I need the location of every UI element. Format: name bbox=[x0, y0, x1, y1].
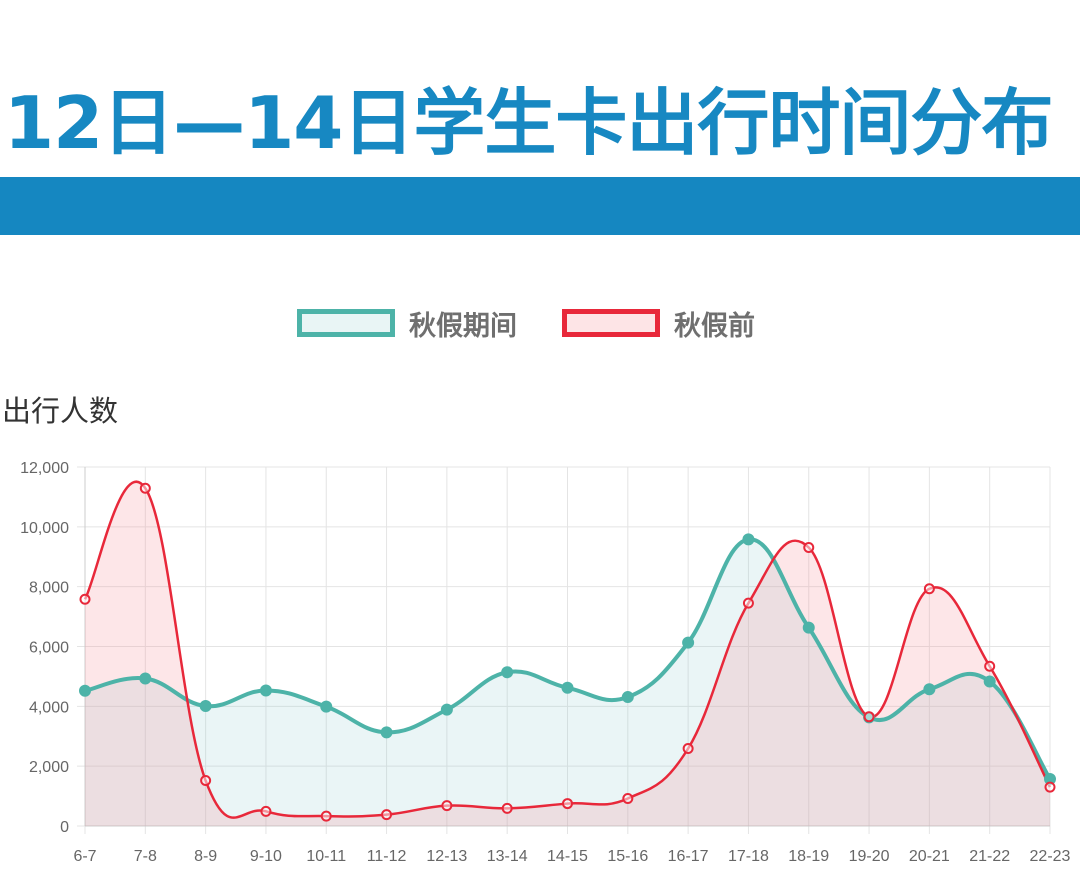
x-tick-label: 8-9 bbox=[194, 848, 217, 865]
data-point-before[interactable] bbox=[441, 800, 453, 812]
legend-item-during[interactable]: 秋假期间 bbox=[297, 302, 517, 344]
data-point-during[interactable] bbox=[621, 691, 634, 704]
data-point-before[interactable] bbox=[139, 482, 151, 494]
header-band bbox=[0, 177, 1080, 235]
data-point-before[interactable] bbox=[320, 810, 332, 822]
data-point-during[interactable] bbox=[501, 666, 514, 679]
x-tick-label: 12-13 bbox=[426, 848, 467, 865]
x-tick-label: 18-19 bbox=[788, 848, 829, 865]
data-point-before[interactable] bbox=[682, 743, 694, 755]
legend-label-before: 秋假前 bbox=[674, 310, 755, 342]
x-tick-label: 7-8 bbox=[134, 848, 157, 865]
x-tick-label: 21-22 bbox=[969, 848, 1010, 865]
data-point-before[interactable] bbox=[562, 798, 573, 810]
area-fill-during bbox=[85, 539, 1050, 826]
data-point-before[interactable] bbox=[803, 541, 815, 553]
x-tick-label: 16-17 bbox=[668, 848, 709, 865]
data-point-before[interactable] bbox=[381, 809, 393, 821]
data-point-during[interactable] bbox=[199, 700, 212, 713]
x-tick-label: 13-14 bbox=[487, 848, 528, 865]
x-tick-label: 15-16 bbox=[607, 848, 648, 865]
page-title: 12日—14日学生卡出行时间分布 bbox=[4, 81, 1053, 165]
x-tick-label: 22-23 bbox=[1030, 848, 1071, 865]
series-line-before bbox=[83, 480, 1052, 819]
data-point-before[interactable] bbox=[200, 775, 212, 787]
data-point-before[interactable] bbox=[1044, 781, 1056, 793]
line-chart: 0 2,000 4,000 6,000 8,000 10,000 12,000 6-7 7-8 8… bbox=[20, 460, 1071, 865]
x-tick-label: 11-12 bbox=[367, 848, 407, 865]
x-tick-label: 17-18 bbox=[728, 848, 769, 865]
x-tick-label: 19-20 bbox=[849, 848, 890, 865]
y-tick-label: 0 bbox=[60, 819, 69, 836]
y-tick-label: 8,000 bbox=[29, 580, 69, 597]
data-point-before[interactable] bbox=[863, 711, 875, 723]
data-point-during[interactable] bbox=[682, 636, 695, 649]
x-tick-label: 20-21 bbox=[909, 848, 950, 865]
legend-item-before[interactable]: 秋假前 bbox=[562, 302, 755, 344]
y-tick-label: 2,000 bbox=[29, 759, 69, 776]
data-point-during[interactable] bbox=[802, 621, 815, 634]
x-tick-label: 10-11 bbox=[306, 848, 346, 865]
data-point-before[interactable] bbox=[622, 792, 634, 804]
data-point-during[interactable] bbox=[320, 700, 333, 713]
data-point-before[interactable] bbox=[501, 802, 513, 814]
data-point-during[interactable] bbox=[259, 684, 272, 697]
data-point-during[interactable] bbox=[561, 681, 574, 694]
data-point-before[interactable] bbox=[923, 583, 935, 595]
data-point-during[interactable] bbox=[79, 684, 91, 697]
x-tick-label: 14-15 bbox=[547, 848, 588, 865]
data-point-during[interactable] bbox=[380, 726, 393, 739]
legend-label-during: 秋假期间 bbox=[409, 310, 517, 342]
data-point-before[interactable] bbox=[742, 597, 754, 609]
y-axis-title: 出行人数 bbox=[2, 394, 119, 428]
legend-swatch-during bbox=[297, 309, 395, 337]
area-fill-before bbox=[85, 481, 1050, 826]
y-tick-label: 12,000 bbox=[20, 460, 69, 477]
data-point-during[interactable] bbox=[923, 683, 936, 696]
y-tick-label: 4,000 bbox=[29, 699, 69, 716]
x-tick-label: 6-7 bbox=[73, 848, 96, 865]
y-tick-label: 10,000 bbox=[20, 520, 69, 537]
data-point-during[interactable] bbox=[139, 672, 152, 685]
y-tick-label: 6,000 bbox=[29, 640, 69, 657]
data-point-during[interactable] bbox=[440, 703, 453, 716]
x-tick-label: 9-10 bbox=[250, 848, 282, 865]
data-point-before[interactable] bbox=[984, 660, 996, 672]
chart-legend: 秋假期间 秋假前 bbox=[0, 302, 1080, 344]
data-point-during[interactable] bbox=[742, 533, 755, 546]
data-point-during[interactable] bbox=[983, 675, 996, 688]
data-point-before[interactable] bbox=[260, 805, 272, 817]
data-point-before[interactable] bbox=[79, 593, 91, 605]
legend-swatch-before bbox=[562, 309, 660, 337]
